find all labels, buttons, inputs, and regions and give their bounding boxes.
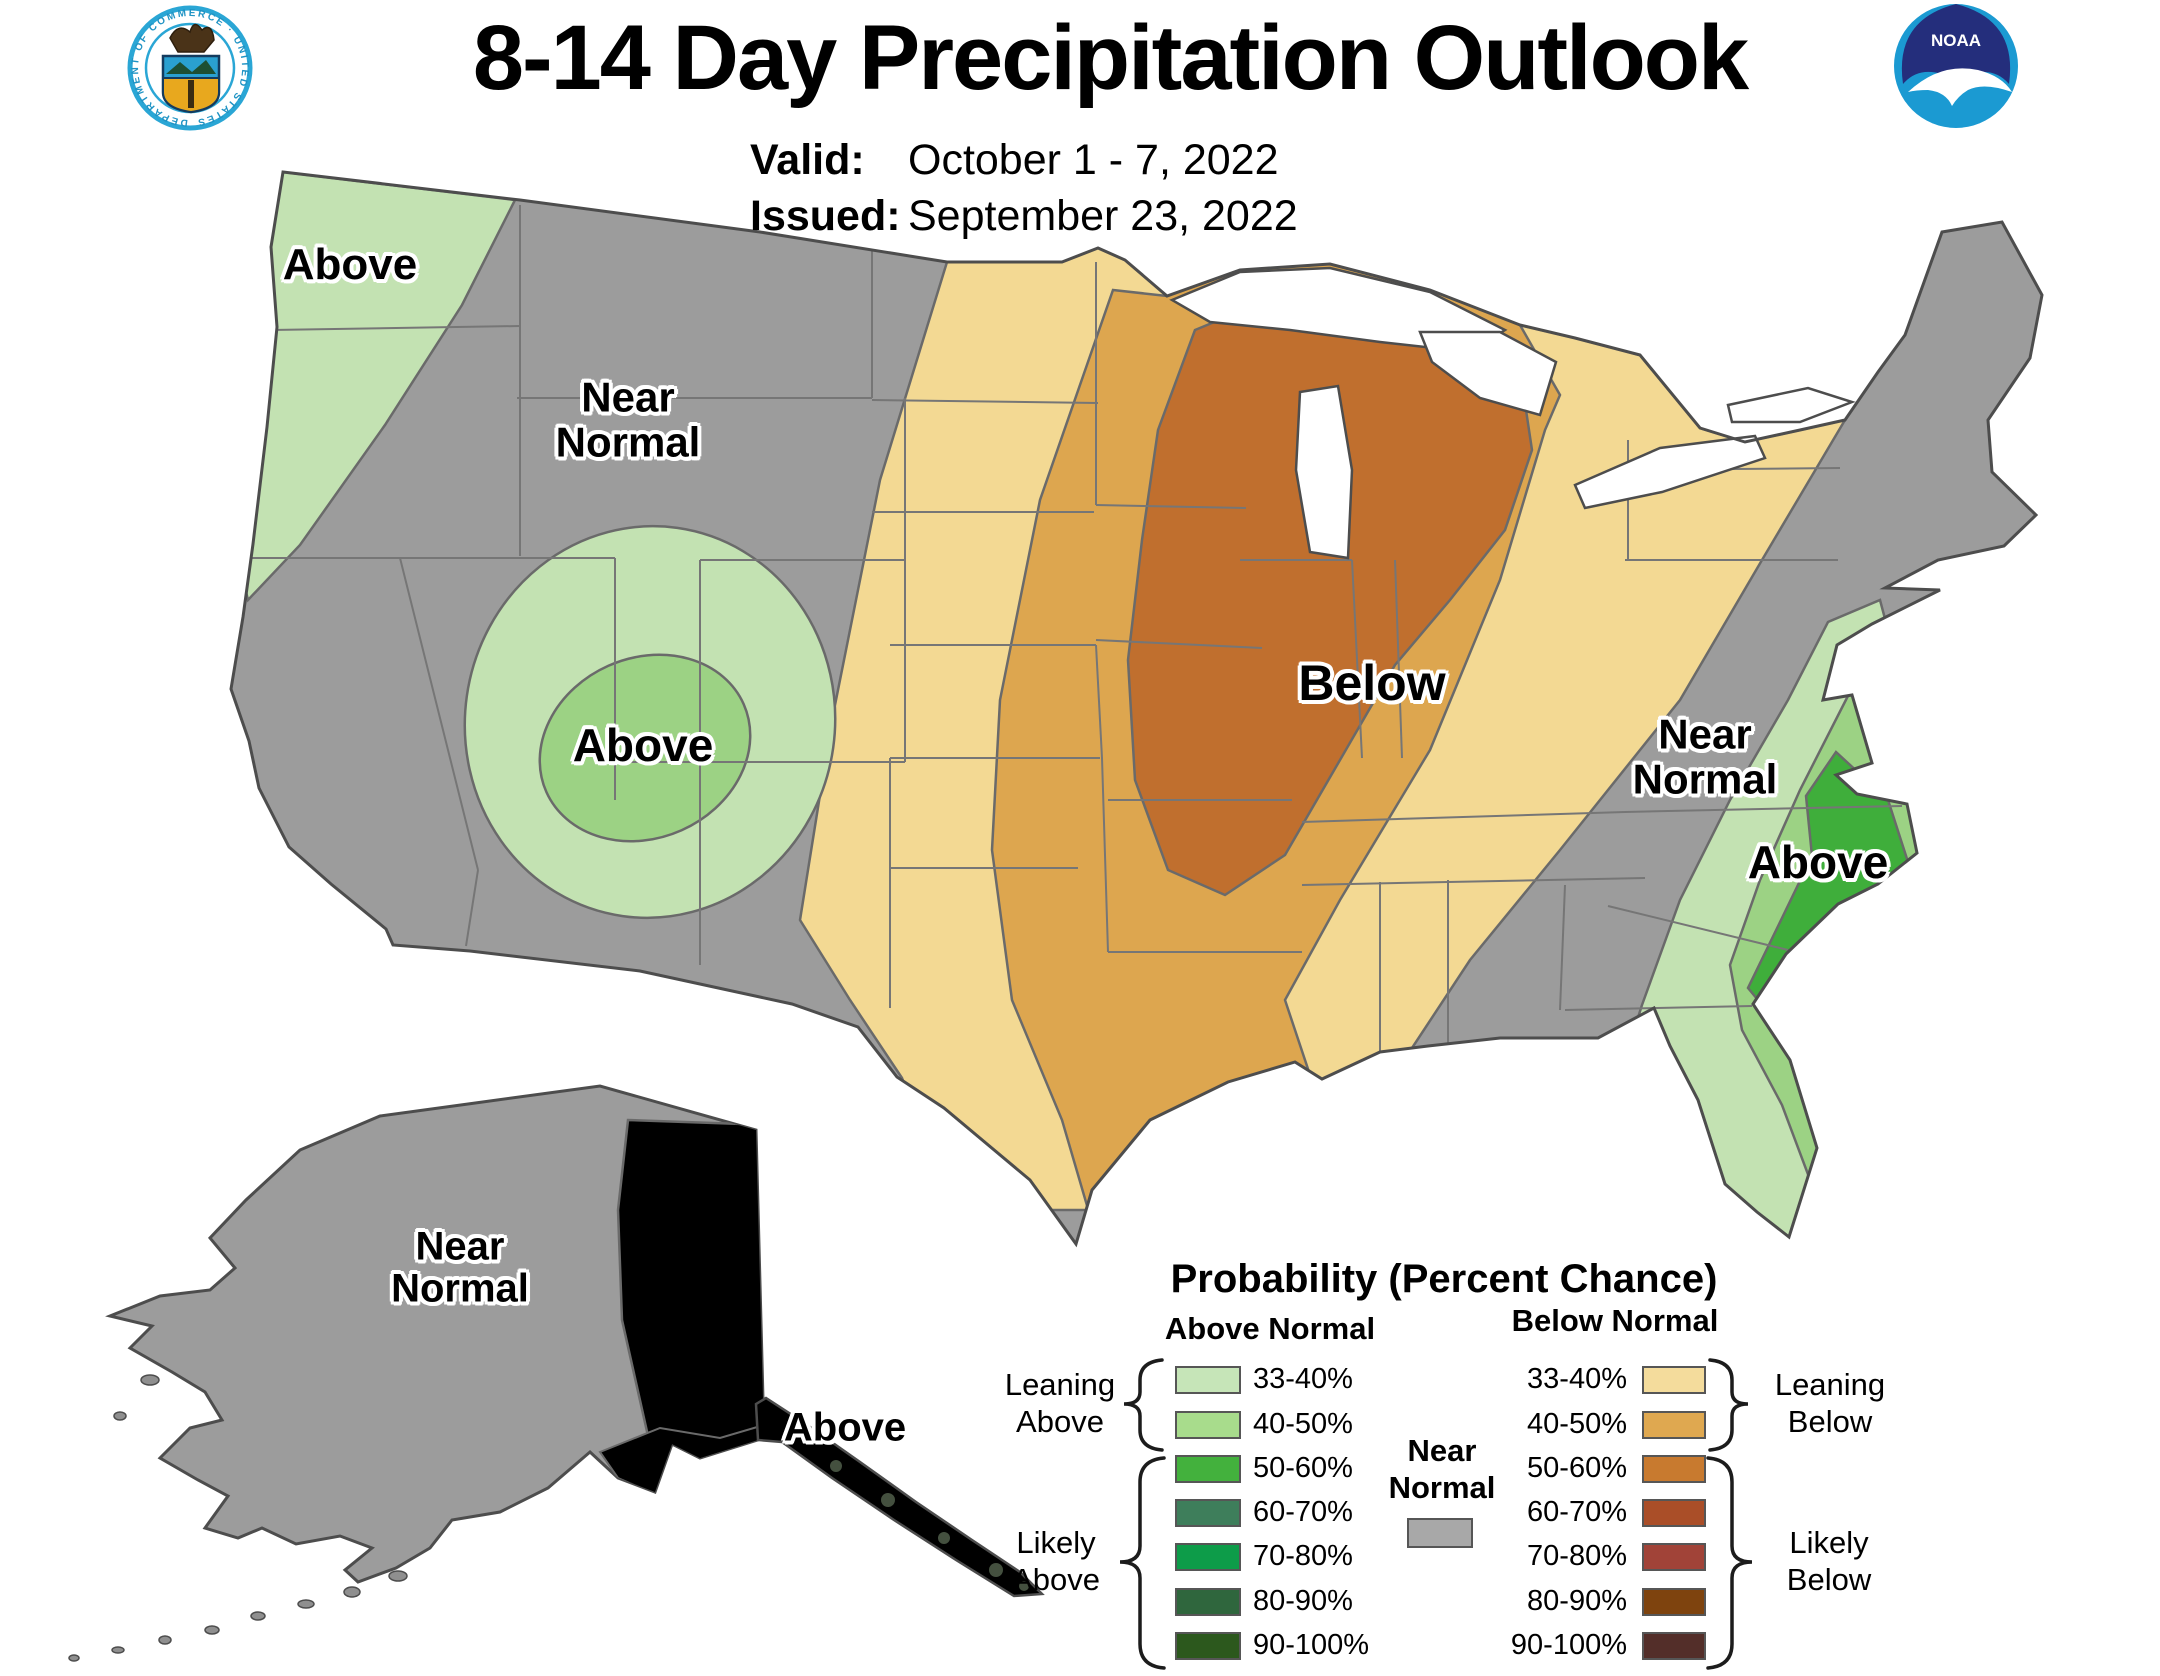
legend-near-normal-label: Near Normal xyxy=(1389,1432,1496,1506)
brace-leaning-above xyxy=(1123,1358,1164,1452)
chip-below-33-40 xyxy=(1642,1366,1706,1394)
range-below-40-50: 40-50% xyxy=(1527,1408,1627,1440)
region-nw-above xyxy=(231,172,517,603)
leaning-below-line1: Leaning xyxy=(1774,1367,1886,1402)
label-southeast-above: Above xyxy=(1747,836,1889,888)
chip-below-40-50 xyxy=(1642,1411,1706,1439)
seal-shield xyxy=(161,23,221,114)
alaska-panhandle-above xyxy=(754,1396,1045,1598)
lake-ontario xyxy=(1726,386,1856,424)
near-normal-line1: Near xyxy=(1407,1433,1477,1468)
aleutian-islands xyxy=(68,1374,408,1662)
lake-huron xyxy=(1418,330,1558,417)
range-below-33-40: 33-40% xyxy=(1527,1363,1627,1395)
legend-cat-leaning-above: Leaning Above xyxy=(1005,1366,1115,1440)
valid-value: October 1 - 7, 2022 xyxy=(908,136,1279,184)
valid-label: Valid: xyxy=(750,136,865,184)
label-alaska-near-normal: Near Normal xyxy=(391,1224,529,1311)
conus-map-region xyxy=(229,170,2044,1248)
chip-above-80-90 xyxy=(1175,1588,1241,1616)
label-east-near-line1: Near xyxy=(1658,710,1752,758)
commerce-seal: DEPARTMENT OF COMMERCE · UNITED STATES O… xyxy=(0,0,253,131)
range-above-33-40: 33-40% xyxy=(1253,1363,1353,1395)
range-above-70-80: 70-80% xyxy=(1253,1540,1353,1572)
conus-outline xyxy=(229,170,2044,1248)
chip-above-90-100 xyxy=(1175,1632,1241,1660)
legend-braces xyxy=(1119,1358,1753,1670)
noaa-logo-fan xyxy=(1901,4,2011,84)
range-below-90-100: 90-100% xyxy=(1510,1629,1627,1661)
chip-below-70-80 xyxy=(1642,1543,1706,1571)
range-above-90-100: 90-100% xyxy=(1253,1629,1370,1661)
chip-below-90-100 xyxy=(1642,1632,1706,1660)
range-below-80-90: 80-90% xyxy=(1527,1585,1627,1617)
range-below-50-60: 50-60% xyxy=(1527,1452,1627,1484)
chip-below-80-90 xyxy=(1642,1588,1706,1616)
chip-above-40-50 xyxy=(1175,1411,1241,1439)
brace-leaning-below xyxy=(1708,1358,1749,1452)
page-title: 8-14 Day Precipitation Outlook xyxy=(472,7,1749,109)
great-lakes xyxy=(1169,266,1856,560)
label-east-near-line2: Normal xyxy=(1632,755,1778,802)
near-normal-line2: Normal xyxy=(1388,1470,1496,1505)
label-midwest-below: Below xyxy=(1298,655,1446,711)
range-above-80-90: 80-90% xyxy=(1253,1585,1353,1617)
chip-below-60-70 xyxy=(1642,1499,1706,1527)
state-borders xyxy=(247,205,1903,1052)
legend-cat-likely-below: Likely Below xyxy=(1787,1524,1871,1598)
legend-cat-likely-above: Likely Above xyxy=(1012,1524,1100,1598)
range-above-60-70: 60-70% xyxy=(1253,1496,1353,1528)
range-above-40-50: 40-50% xyxy=(1253,1408,1353,1440)
label-nw-above: Above xyxy=(282,240,418,289)
issued-label: Issued: xyxy=(750,192,901,240)
range-below-60-70: 60-70% xyxy=(1527,1496,1627,1528)
leaning-above-line1: Leaning xyxy=(1004,1367,1116,1402)
range-below-70-80: 70-80% xyxy=(1527,1540,1627,1572)
label-alaska-near-line2: Normal xyxy=(391,1267,529,1311)
label-alaska-above: Above xyxy=(783,1405,907,1450)
chip-above-60-70 xyxy=(1175,1499,1241,1527)
label-west-near-line2: Normal xyxy=(555,418,701,465)
label-four-corners-above: Above xyxy=(572,719,714,771)
likely-above-line2: Above xyxy=(1012,1562,1100,1597)
likely-above-line1: Likely xyxy=(1016,1525,1096,1560)
chip-above-70-80 xyxy=(1175,1543,1241,1571)
valid-line: Valid: October 1 - 7, 2022 xyxy=(750,136,1279,185)
legend-above-header: Above Normal xyxy=(1164,1311,1376,1346)
lake-michigan xyxy=(1294,384,1354,560)
alaska-panhandle-fjords xyxy=(830,1460,1029,1591)
region-four-corners-above-40 xyxy=(538,653,752,843)
label-west-near-normal: Near Normal xyxy=(556,375,701,464)
chip-above-33-40 xyxy=(1175,1366,1241,1394)
noaa-logo-text: NOAA xyxy=(1931,31,1981,50)
issued-line: Issued: September 23, 2022 xyxy=(750,192,1298,241)
alaska-inset xyxy=(68,1084,1045,1662)
chip-above-50-60 xyxy=(1175,1455,1241,1483)
brace-likely-below xyxy=(1706,1456,1753,1670)
chip-below-50-60 xyxy=(1642,1455,1706,1483)
issued-value: September 23, 2022 xyxy=(908,192,1298,240)
range-above-50-60: 50-60% xyxy=(1253,1452,1353,1484)
label-east-near-normal: Near Normal xyxy=(1633,712,1778,801)
legend-title: Probability (Percent Chance) xyxy=(1170,1257,1718,1301)
noaa-logo-bird xyxy=(1908,68,2012,106)
brace-likely-above xyxy=(1119,1456,1166,1670)
label-alaska-near-line1: Near xyxy=(415,1224,505,1269)
legend-cat-leaning-below: Leaning Below xyxy=(1775,1366,1885,1440)
likely-below-line1: Likely xyxy=(1789,1525,1869,1560)
leaning-above-line2: Above xyxy=(1016,1404,1104,1439)
label-west-near-line1: Near xyxy=(581,373,675,421)
likely-below-line2: Below xyxy=(1786,1562,1872,1597)
lake-erie xyxy=(1573,434,1767,510)
noaa-logo: NOAA xyxy=(1894,4,2018,128)
chip-near-normal xyxy=(1407,1518,1473,1548)
leaning-below-line2: Below xyxy=(1787,1404,1873,1439)
legend-below-header: Below Normal xyxy=(1511,1303,1719,1338)
